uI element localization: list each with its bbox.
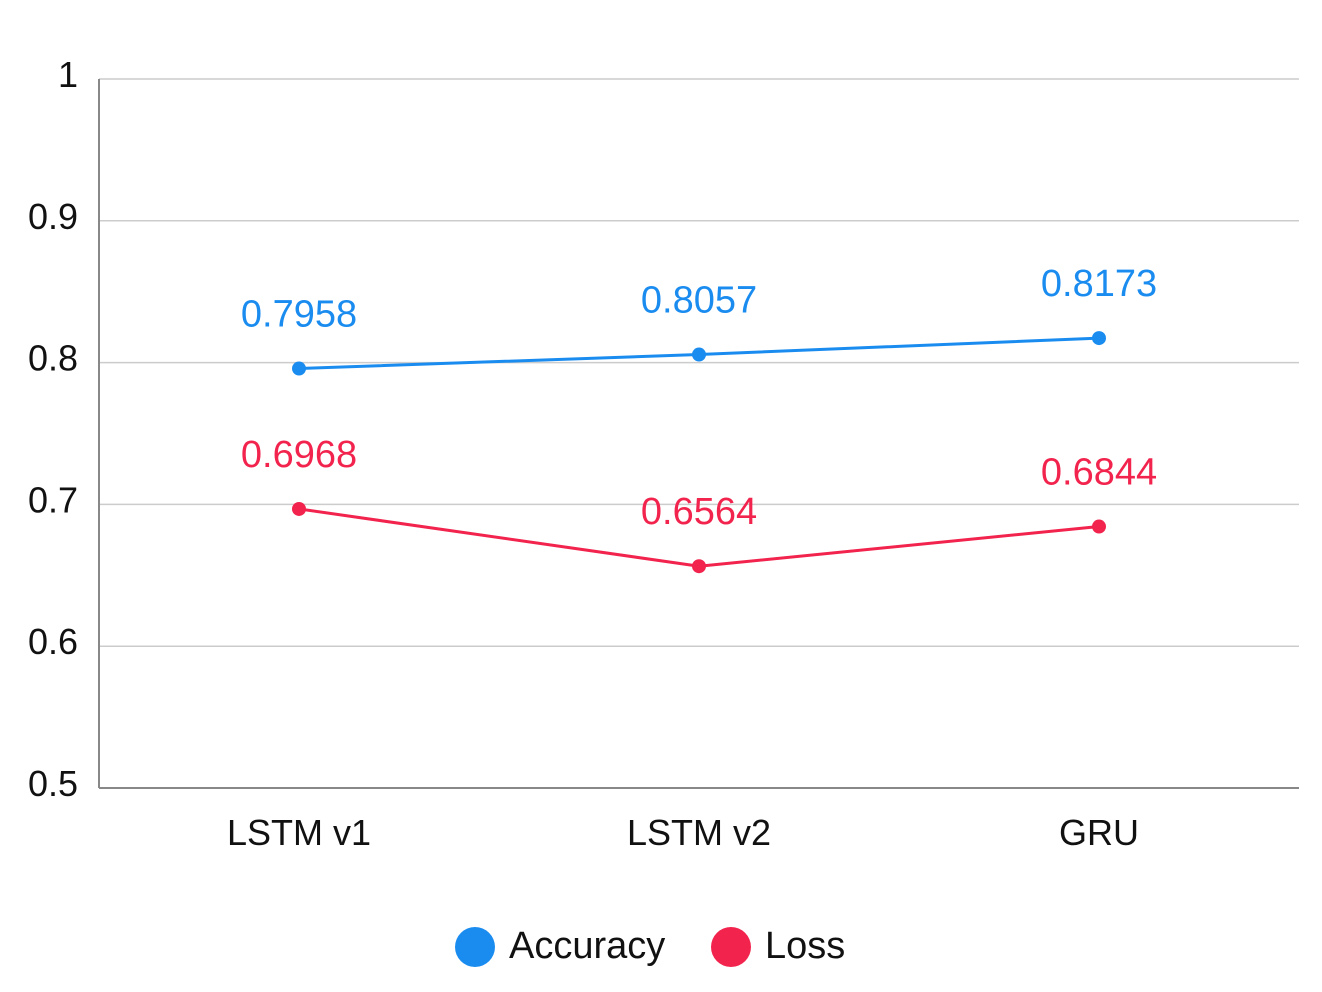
data-point-loss[interactable] xyxy=(1092,519,1106,534)
data-point-accuracy[interactable] xyxy=(292,361,306,376)
y-tick-label: 0.9 xyxy=(28,196,78,237)
data-label-loss: 0.6564 xyxy=(641,491,757,533)
data-label-loss: 0.6968 xyxy=(241,434,357,476)
data-label-accuracy: 0.8173 xyxy=(1041,263,1157,305)
data-label-accuracy: 0.8057 xyxy=(641,280,757,322)
x-category-label: LSTM v2 xyxy=(627,812,771,853)
data-point-accuracy[interactable] xyxy=(1092,331,1106,346)
legend-label: Accuracy xyxy=(509,925,665,967)
legend-item-loss[interactable]: Loss xyxy=(711,925,845,967)
legend-label: Loss xyxy=(765,925,845,967)
y-axis-ticks: 0.5 0.6 0.7 0.8 0.9 1 xyxy=(28,54,78,804)
y-tick-label: 1 xyxy=(58,54,78,95)
y-tick-label: 0.7 xyxy=(28,479,78,520)
y-tick-label: 0.8 xyxy=(28,338,78,379)
data-point-loss[interactable] xyxy=(692,559,706,574)
y-tick-label: 0.5 xyxy=(28,763,78,804)
series xyxy=(292,331,1106,574)
data-point-accuracy[interactable] xyxy=(692,347,706,362)
legend-marker xyxy=(711,927,751,967)
data-labels: 0.7958 0.8057 0.8173 0.6968 0.6564 0.6844 xyxy=(241,263,1157,533)
legend-item-accuracy[interactable]: Accuracy xyxy=(455,925,665,967)
x-category-label: LSTM v1 xyxy=(227,812,371,853)
y-tick-label: 0.6 xyxy=(28,621,78,662)
legend-marker xyxy=(455,927,495,967)
data-label-loss: 0.6844 xyxy=(1041,452,1157,494)
x-axis-categories: LSTM v1 LSTM v2 GRU xyxy=(227,812,1139,853)
legend[interactable]: Accuracy Loss xyxy=(455,925,845,967)
data-point-loss[interactable] xyxy=(292,501,306,516)
x-category-label: GRU xyxy=(1059,812,1139,853)
data-label-accuracy: 0.7958 xyxy=(241,294,357,336)
axes xyxy=(98,79,1299,789)
